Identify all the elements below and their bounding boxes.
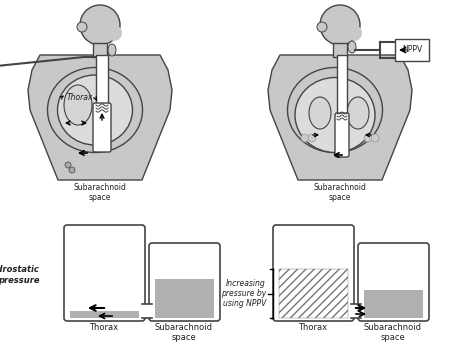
Ellipse shape	[108, 44, 116, 56]
FancyBboxPatch shape	[335, 113, 349, 157]
Circle shape	[320, 5, 360, 45]
Circle shape	[69, 167, 75, 173]
Text: Hydrostatic
pressure: Hydrostatic pressure	[0, 265, 40, 285]
Ellipse shape	[57, 75, 133, 145]
FancyBboxPatch shape	[149, 243, 220, 321]
Circle shape	[106, 25, 122, 41]
Bar	[279, 269, 348, 318]
Text: Subarachnoid
space: Subarachnoid space	[314, 183, 366, 202]
FancyBboxPatch shape	[358, 243, 429, 321]
Ellipse shape	[347, 97, 369, 129]
FancyBboxPatch shape	[395, 39, 429, 61]
Bar	[155, 279, 214, 318]
Circle shape	[65, 162, 71, 168]
Bar	[142, 304, 152, 318]
Circle shape	[317, 22, 327, 32]
Ellipse shape	[309, 97, 331, 129]
Bar	[364, 290, 423, 318]
Text: NPPV: NPPV	[402, 45, 422, 54]
Text: Subarachnoid
space: Subarachnoid space	[364, 323, 422, 342]
Polygon shape	[333, 43, 347, 57]
Circle shape	[346, 25, 362, 41]
FancyBboxPatch shape	[64, 225, 145, 321]
Circle shape	[308, 134, 316, 142]
Bar	[70, 311, 139, 318]
Circle shape	[364, 134, 372, 142]
FancyBboxPatch shape	[337, 55, 347, 115]
Ellipse shape	[47, 67, 143, 152]
Text: Thorax: Thorax	[90, 323, 118, 332]
Text: Subarachnoid
space: Subarachnoid space	[155, 323, 213, 342]
Polygon shape	[93, 43, 107, 57]
Circle shape	[77, 22, 87, 32]
Text: Increasing
pressure by
using NPPV: Increasing pressure by using NPPV	[221, 279, 266, 309]
Ellipse shape	[295, 77, 375, 152]
FancyBboxPatch shape	[96, 55, 108, 105]
Text: Thorax: Thorax	[67, 93, 93, 102]
FancyBboxPatch shape	[93, 103, 111, 152]
Polygon shape	[28, 55, 172, 180]
Circle shape	[371, 134, 379, 142]
Text: Thorax: Thorax	[299, 323, 328, 332]
Ellipse shape	[348, 41, 356, 53]
Ellipse shape	[64, 85, 92, 125]
Polygon shape	[268, 55, 412, 180]
FancyBboxPatch shape	[273, 225, 354, 321]
Ellipse shape	[288, 67, 383, 152]
Circle shape	[301, 134, 309, 142]
Text: Subarachnoid
space: Subarachnoid space	[73, 183, 127, 202]
Bar	[351, 304, 361, 318]
Circle shape	[80, 5, 120, 45]
